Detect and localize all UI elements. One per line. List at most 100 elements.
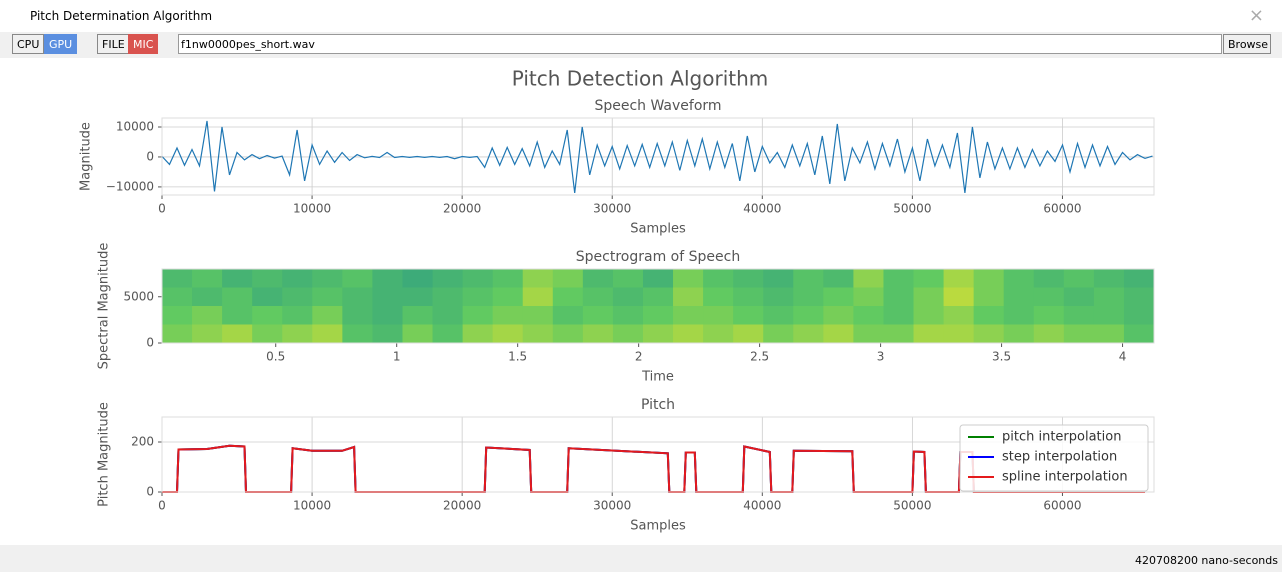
heatmap-cell xyxy=(192,287,223,307)
window-title: Pitch Determination Algorithm xyxy=(30,9,213,23)
heatmap-cell xyxy=(162,269,193,288)
heatmap-cell xyxy=(1033,269,1065,288)
heatmap-cell xyxy=(522,287,554,307)
heatmap-cell xyxy=(1063,287,1095,307)
heatmap-cell xyxy=(1003,324,1035,344)
x-tick-label: 0.5 xyxy=(266,350,285,364)
cpu-button[interactable]: CPU xyxy=(12,34,45,54)
legend-box xyxy=(959,424,1149,492)
heatmap-cell xyxy=(282,324,313,344)
heatmap-cell xyxy=(913,306,945,325)
heatmap-cell xyxy=(943,324,975,344)
heatmap-cell xyxy=(703,306,734,325)
heatmap-cell xyxy=(582,306,614,325)
axes-frame xyxy=(161,268,1155,344)
heatmap-cell xyxy=(1123,306,1155,325)
x-tick-label: 50000 xyxy=(893,499,931,513)
heatmap-cell xyxy=(1123,324,1155,344)
heatmap-cell xyxy=(372,269,403,288)
heatmap-cell xyxy=(1123,269,1155,288)
heatmap-cell xyxy=(192,269,223,288)
heatmap-cell xyxy=(432,324,464,344)
heatmap-cell xyxy=(372,306,403,325)
filename-input[interactable]: f1nw0000pes_short.wav xyxy=(178,34,1222,54)
heatmap-cell xyxy=(552,324,584,344)
heatmap-cell xyxy=(973,269,1005,288)
heatmap-cell xyxy=(793,269,824,288)
heatmap-cell xyxy=(733,287,764,307)
x-tick-label: 2 xyxy=(635,350,643,364)
heatmap-cell xyxy=(673,269,704,288)
browse-button[interactable]: Browse xyxy=(1223,34,1271,54)
heatmap-cell xyxy=(312,269,343,288)
legend-label: pitch interpolation xyxy=(1002,430,1121,445)
x-tick-label: 20000 xyxy=(443,499,481,513)
heatmap-cell xyxy=(192,324,223,344)
heatmap-cell xyxy=(612,324,644,344)
heatmap-cell xyxy=(853,306,884,325)
heatmap-cell xyxy=(162,306,193,325)
heatmap-cell xyxy=(973,287,1005,307)
close-button[interactable]: × xyxy=(1248,5,1264,26)
x-tick-label: 20000 xyxy=(443,202,481,216)
gpu-button[interactable]: GPU xyxy=(44,34,78,54)
heatmap-cell xyxy=(282,269,313,288)
heatmap-cell xyxy=(1093,269,1125,288)
heatmap-cell xyxy=(913,324,945,344)
heatmap-cell xyxy=(1033,287,1065,307)
chart-title: Speech Waveform xyxy=(594,98,721,114)
heatmap-cell xyxy=(642,287,674,307)
heatmap-cell xyxy=(372,324,403,344)
x-tick-label: 3.5 xyxy=(992,350,1011,364)
heatmap-cell xyxy=(162,324,193,344)
heatmap-cell xyxy=(312,306,343,325)
heatmap-cell xyxy=(612,287,644,307)
heatmap-cell xyxy=(913,287,945,307)
heatmap-cell xyxy=(823,306,854,325)
heatmap-cell xyxy=(492,287,524,307)
heatmap-cell xyxy=(522,324,554,344)
heatmap-cell xyxy=(763,269,794,288)
data-line xyxy=(161,120,1153,193)
heatmap-cell xyxy=(252,287,283,307)
heatmap-cell xyxy=(552,306,584,325)
heatmap-cell xyxy=(222,306,253,325)
heatmap-cell xyxy=(492,324,524,344)
mic-button[interactable]: MIC xyxy=(128,34,159,54)
x-tick-label: 50000 xyxy=(893,202,931,216)
x-tick-label: 60000 xyxy=(1043,499,1081,513)
heatmap-cell xyxy=(522,269,554,288)
heatmap-cell xyxy=(673,324,704,344)
figure: Pitch Detection Algorithm Speech Wavefor… xyxy=(79,67,1155,534)
file-button[interactable]: FILE xyxy=(97,34,130,54)
axes-frame xyxy=(161,117,1155,196)
legend-label: spline interpolation xyxy=(1002,470,1128,485)
x-tick-label: 30000 xyxy=(593,499,631,513)
heatmap-cell xyxy=(883,306,915,325)
heatmap-cell xyxy=(432,287,464,307)
axes-frame xyxy=(161,416,1155,493)
heatmap-cell xyxy=(1063,306,1095,325)
heatmap-cell xyxy=(312,287,343,307)
heatmap-cell xyxy=(793,287,824,307)
heatmap-cell xyxy=(763,287,794,307)
x-tick-label: 60000 xyxy=(1043,202,1081,216)
x-tick-label: 40000 xyxy=(743,499,781,513)
heatmap-cell xyxy=(883,324,915,344)
heatmap-cell xyxy=(372,287,403,307)
heatmap-cell xyxy=(222,324,253,344)
heatmap-cell xyxy=(282,306,313,325)
heatmap-cell xyxy=(552,269,584,288)
x-tick-label: 10000 xyxy=(293,499,331,513)
chart-title: Spectrogram of Speech xyxy=(576,249,740,265)
toolbar: CPU GPU FILE MIC f1nw0000pes_short.wav B… xyxy=(0,32,1282,58)
heatmap-cell xyxy=(673,306,704,325)
heatmap-cell xyxy=(342,306,373,325)
heatmap-cell xyxy=(582,324,614,344)
heatmap-cell xyxy=(1093,287,1125,307)
x-axis-label: Samples xyxy=(630,222,686,237)
status-text: 420708200 nano-seconds xyxy=(1134,554,1278,567)
heatmap-cell xyxy=(402,287,434,307)
heatmap-cell xyxy=(252,269,283,288)
